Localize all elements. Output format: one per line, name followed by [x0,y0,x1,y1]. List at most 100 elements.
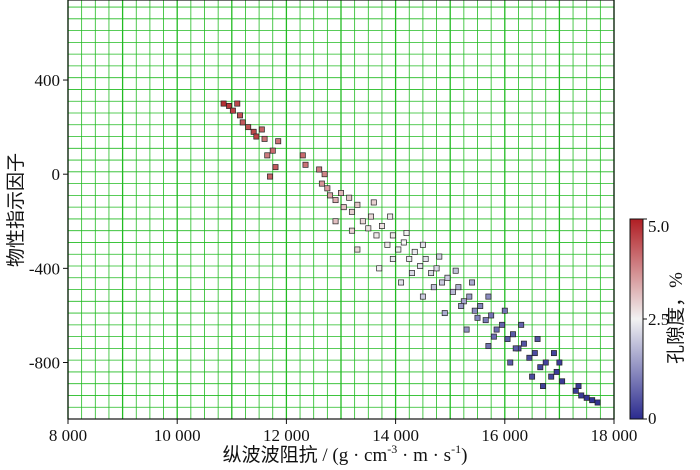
y-tick-label: 0 [52,165,61,184]
data-point [234,100,241,107]
data-point [354,201,361,208]
data-point [542,359,549,366]
data-point [409,270,415,277]
data-point [370,199,377,206]
data-point [316,166,323,173]
data-point [327,192,334,199]
data-point [540,383,546,389]
y-tick-label: -400 [29,259,60,278]
data-point [436,253,443,260]
data-point [239,119,246,126]
colorbar-ticks: 5.0 2.5 0 [643,217,669,428]
data-point [559,378,566,385]
data-point [387,213,394,220]
data-point [499,321,506,328]
data-point [269,147,276,154]
data-point [389,255,396,262]
data-point [471,307,478,314]
colorbar [629,218,644,420]
data-point [419,241,426,248]
data-point [354,246,361,253]
y-tick-label: -800 [29,354,60,373]
data-point [589,397,596,404]
data-point [348,227,355,234]
data-point [389,232,396,239]
data-point [474,314,481,321]
data-point [534,336,541,342]
data-point [485,343,492,349]
data-point [321,171,328,178]
y-axis-title: 物性指示因子 [5,153,27,267]
data-point [439,279,445,286]
x-tick-label: 8 000 [49,426,87,445]
data-point [417,263,424,269]
data-point [411,248,418,255]
data-point [520,340,527,347]
data-point [272,164,279,171]
data-point [299,152,306,159]
x-axis-title: 纵波波阻抗 / (g · cm-3 · m · s-1) [223,442,468,466]
data-point [379,223,385,229]
data-points [220,100,601,406]
data-point [463,326,470,333]
data-point [373,232,380,239]
data-point [531,350,538,357]
data-point [441,310,448,317]
data-point [537,364,544,371]
data-point [338,190,344,196]
data-point [575,383,582,389]
data-point [267,173,273,180]
data-point [302,161,309,168]
data-point [384,241,391,248]
data-point [258,126,265,133]
data-point [550,350,557,357]
data-point [368,213,374,220]
data-point [556,359,563,366]
data-point [406,255,413,262]
data-point [548,373,555,380]
data-point [419,293,426,300]
data-point [376,265,383,272]
data-point [594,399,601,406]
plot-frame [67,0,615,420]
data-point [452,267,459,274]
data-point [430,284,437,291]
data-point [428,270,435,277]
data-point [578,392,585,399]
x-tick-label: 16 000 [481,426,528,445]
data-point [395,246,402,253]
data-point [253,133,260,140]
data-point [469,279,475,286]
data-point [332,218,339,225]
data-point [518,321,525,328]
y-axis-ticks: 400 0 -400 -800 [29,71,68,373]
data-point [490,333,497,340]
data-point [510,331,516,338]
data-point [553,368,560,375]
data-point [455,284,462,291]
data-point [507,359,514,366]
data-point [264,152,271,159]
data-point [444,274,451,281]
data-point [449,288,456,295]
data-point [398,279,405,286]
x-tick-label: 14 000 [372,426,419,445]
data-point [261,135,268,142]
data-point [348,208,355,215]
y-tick-label: 400 [35,71,61,90]
data-point [365,225,372,232]
data-point [482,317,489,324]
data-point [403,230,410,236]
data-point [229,107,236,114]
data-point [488,312,495,319]
data-point [220,100,227,107]
x-tick-label: 18 000 [591,426,638,445]
data-point [226,102,233,109]
data-point [346,194,353,201]
colorbar-title: 孔隙度，% [665,272,687,364]
data-point [245,124,252,131]
data-point [458,303,465,309]
data-point [501,307,508,314]
colorbar-tick-label: 5.0 [648,217,669,236]
